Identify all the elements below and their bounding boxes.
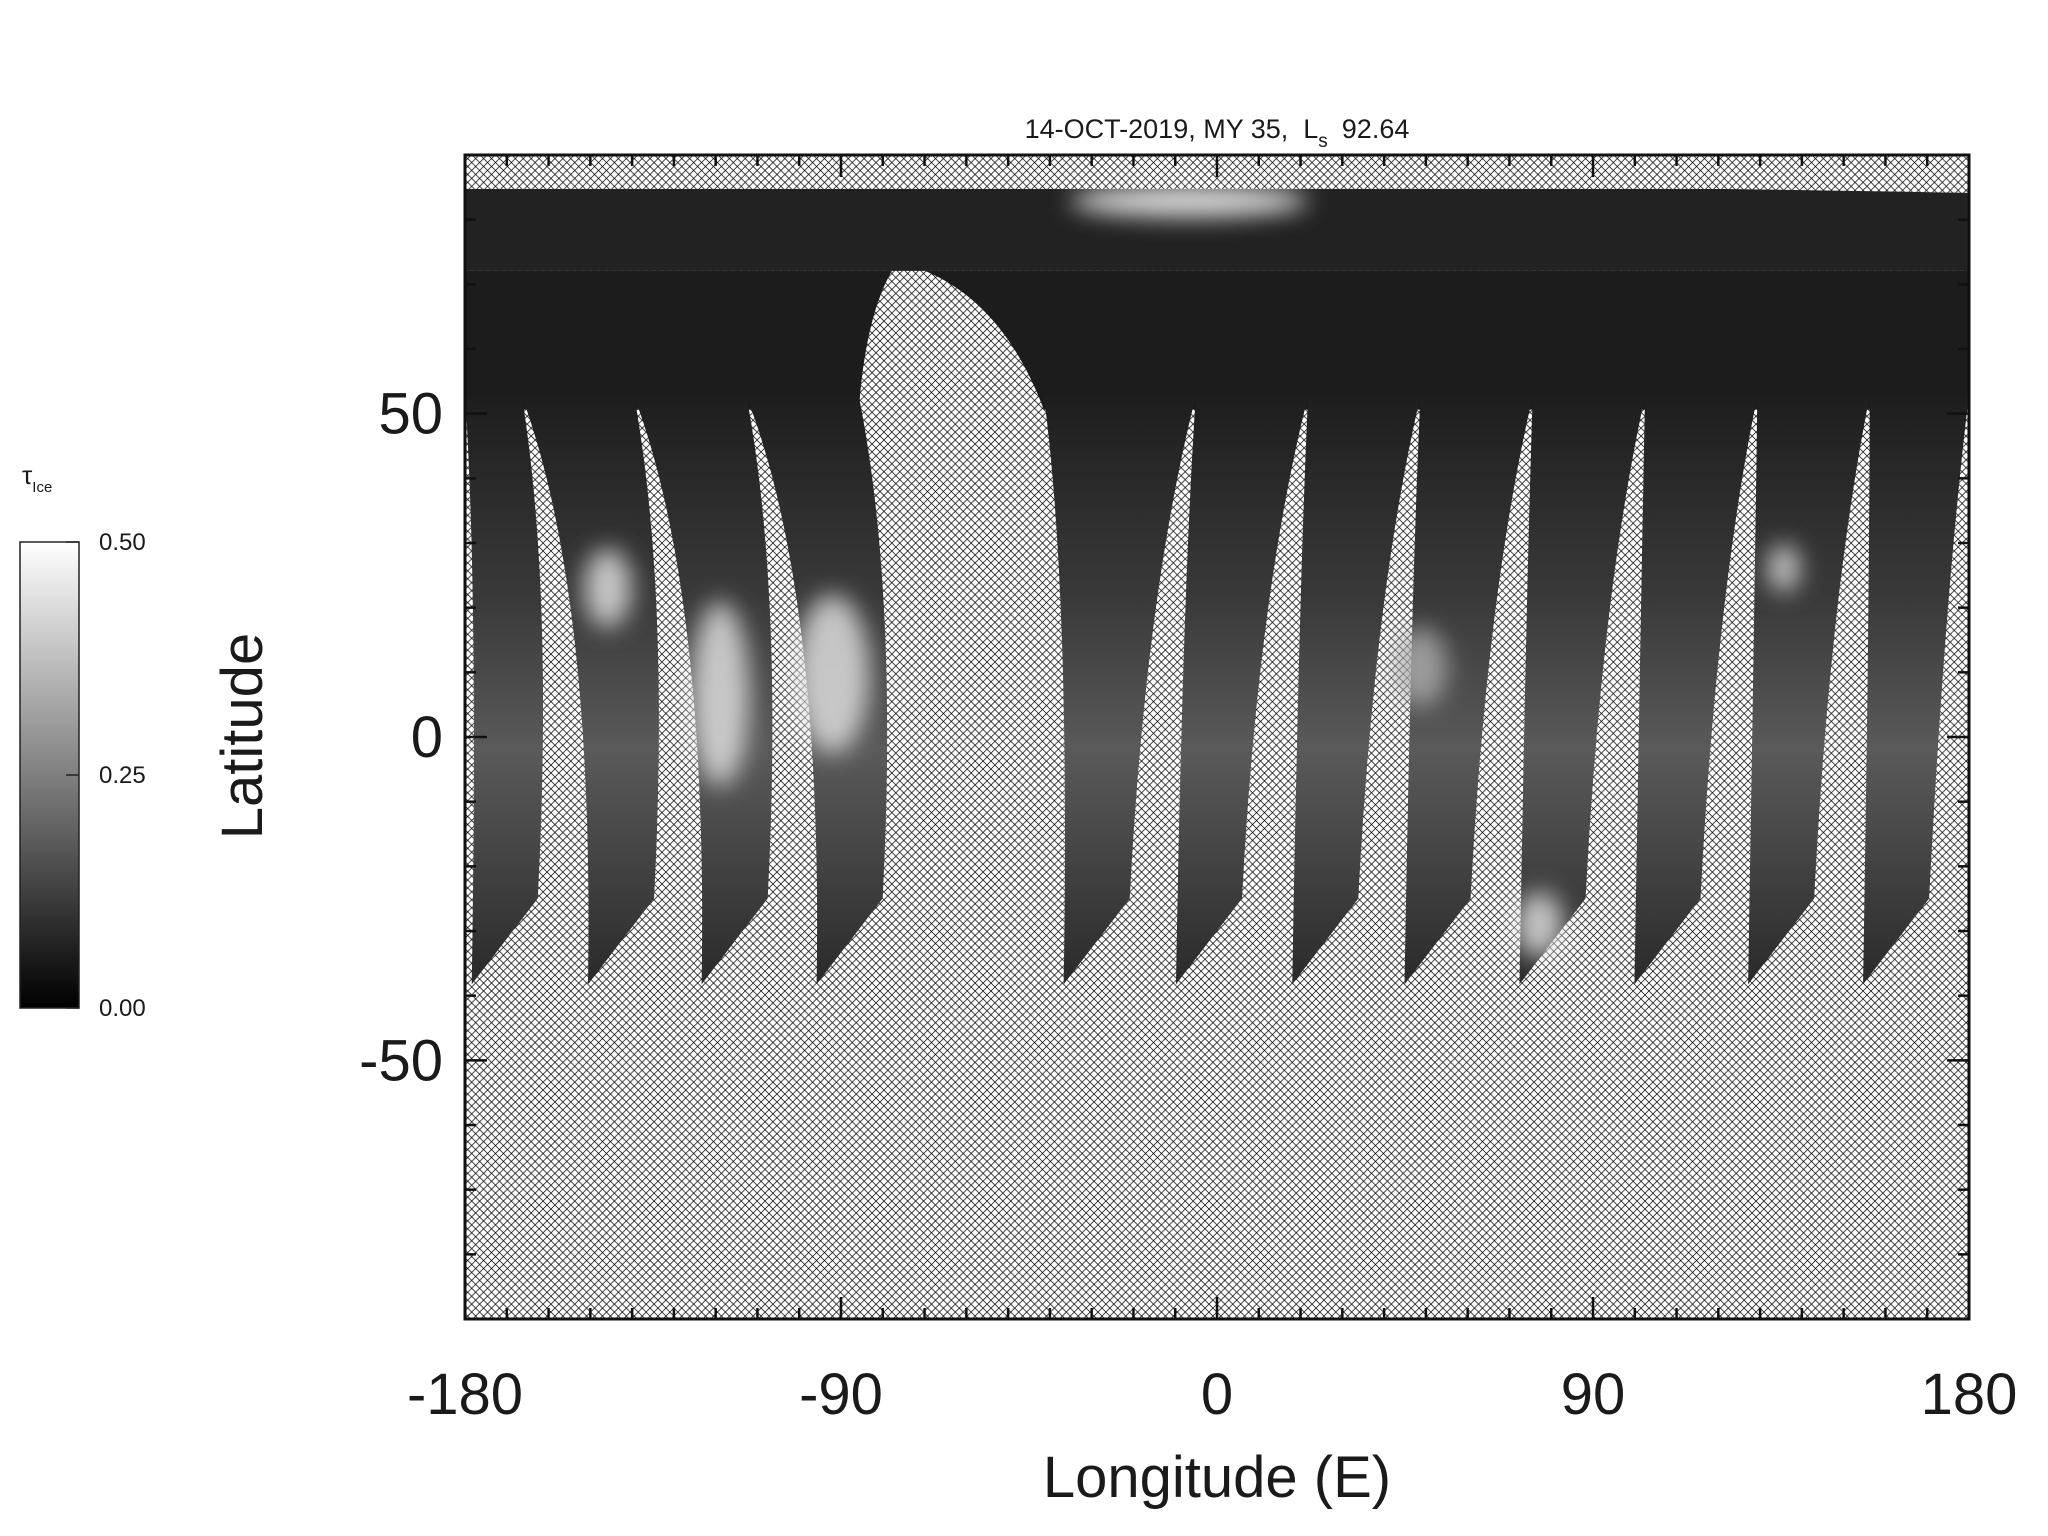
colorbar-label: τIce bbox=[22, 460, 52, 496]
swath bbox=[1292, 396, 1421, 985]
swath bbox=[924, 270, 1969, 410]
swath bbox=[521, 396, 659, 985]
x-tick-label: 180 bbox=[1921, 1362, 2018, 1427]
x-tick-label: 0 bbox=[1201, 1362, 1233, 1427]
x-axis-label: Longitude (E) bbox=[1043, 1445, 1391, 1510]
colorbar-symbol: τ bbox=[22, 460, 33, 490]
x-tick-label: -180 bbox=[407, 1362, 523, 1427]
y-tick-label: -50 bbox=[359, 1028, 443, 1093]
swath bbox=[1748, 396, 1870, 985]
swath bbox=[1175, 396, 1309, 985]
y-tick-label: 0 bbox=[411, 705, 443, 770]
swath bbox=[1634, 396, 1758, 985]
swath bbox=[465, 270, 892, 410]
y-axis-label: Latitude bbox=[210, 633, 275, 839]
title-text: 14-OCT-2019, MY 35, L bbox=[1025, 114, 1319, 144]
title-suffix: 92.64 bbox=[1342, 114, 1410, 144]
colorbar-subscript: Ice bbox=[32, 479, 52, 496]
swath bbox=[1043, 396, 1196, 985]
swath bbox=[1519, 396, 1646, 985]
map-image bbox=[465, 154, 1969, 1319]
x-tick-label: 90 bbox=[1561, 1362, 1626, 1427]
cloud-highlights bbox=[584, 184, 1800, 958]
swath bbox=[1404, 396, 1533, 985]
title-subscript: s bbox=[1318, 131, 1328, 152]
colorbar-tick-label: 0.00 bbox=[99, 995, 146, 1022]
x-tick-label: -90 bbox=[799, 1362, 883, 1427]
y-tick-label: 50 bbox=[378, 382, 443, 447]
swath bbox=[1863, 396, 1969, 985]
chart-title: 14-OCT-2019, MY 35, Ls 92.64 bbox=[1025, 114, 1410, 152]
polar-band bbox=[465, 184, 1969, 271]
colorbar-tick-label: 0.25 bbox=[99, 762, 146, 789]
colorbar-tick-label: 0.50 bbox=[99, 529, 146, 556]
swath bbox=[465, 396, 544, 985]
